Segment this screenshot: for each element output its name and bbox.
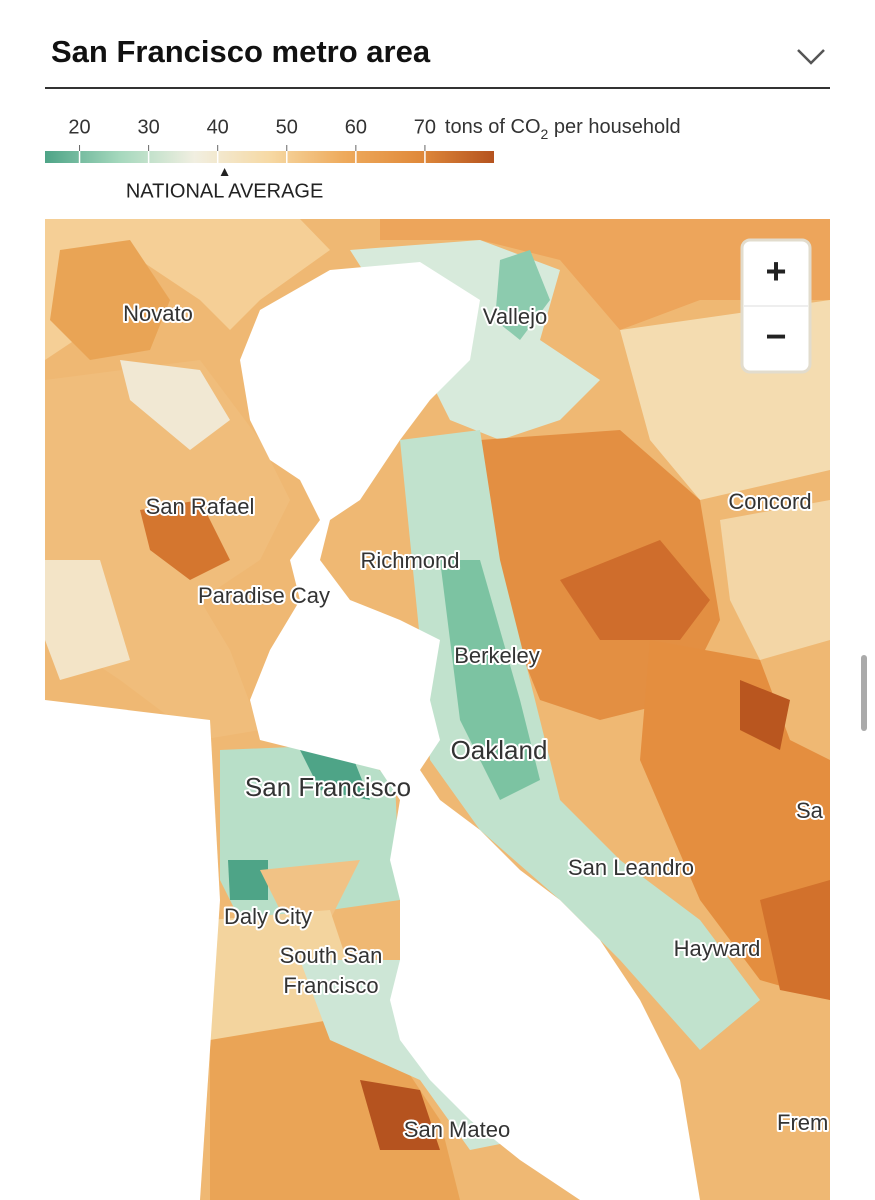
- unit-subscript: 2: [541, 126, 549, 142]
- legend-tick-label: 50: [276, 116, 298, 138]
- place-label: Berkeley: [454, 643, 540, 668]
- map: Novato Vallejo San Rafael Concord Richmo…: [45, 219, 830, 1200]
- zoom-in[interactable]: +: [765, 251, 786, 292]
- region: [400, 430, 760, 1050]
- region: [45, 560, 130, 680]
- ocean: [45, 700, 220, 1200]
- legend: 20 30 40 50 60 70 tons of CO2 per household NAT…: [45, 116, 681, 202]
- national-average-label: NATIONAL AVERAGE: [126, 180, 323, 202]
- legend-tick-label: 40: [207, 116, 229, 138]
- region: [50, 240, 170, 360]
- legend-tick-label: 20: [68, 116, 90, 138]
- legend-tick-label: 60: [345, 116, 367, 138]
- region: [560, 540, 710, 640]
- place-label: San Mateo: [404, 1117, 510, 1142]
- region: [260, 860, 360, 920]
- region: [760, 880, 830, 1000]
- national-average-marker: [220, 168, 229, 176]
- region: [495, 250, 550, 340]
- region: [380, 219, 830, 330]
- place-label: Richmond: [360, 548, 459, 573]
- region: [120, 360, 230, 450]
- zoom-out[interactable]: −: [765, 316, 786, 357]
- legend-scale: [45, 151, 494, 163]
- zoom-control: + −: [740, 238, 812, 374]
- place-label: South San: [280, 943, 383, 968]
- place-label: Francisco: [283, 973, 378, 998]
- place-label: Hayward: [674, 936, 761, 961]
- place-label: Concord: [728, 489, 811, 514]
- place-label: Sa: [796, 798, 824, 823]
- place-label: Frem: [777, 1110, 828, 1135]
- unit-text: tons of CO: [445, 116, 541, 138]
- bay: [240, 262, 700, 1200]
- unit-text: per household: [548, 116, 680, 138]
- region: [140, 500, 230, 580]
- region: [720, 500, 830, 660]
- legend-unit: tons of CO2 per household: [445, 116, 681, 141]
- region: [360, 1080, 440, 1150]
- place-label: San Rafael: [146, 494, 255, 519]
- place-label: San Francisco: [245, 772, 411, 802]
- region: [228, 860, 268, 900]
- region: [440, 560, 540, 800]
- legend-tick-label: 30: [137, 116, 159, 138]
- place-label: Paradise Cay: [198, 583, 330, 608]
- place-label: Novato: [123, 301, 193, 326]
- place-label: Oakland: [451, 735, 548, 765]
- scrollbar[interactable]: [861, 655, 867, 731]
- dropdown-chevron[interactable]: [797, 49, 825, 65]
- place-label: Vallejo: [483, 304, 547, 329]
- place-label: Daly City: [224, 904, 312, 929]
- region: [740, 680, 790, 750]
- title: San Francisco metro area: [51, 34, 431, 69]
- legend-tick-label: 70: [414, 116, 436, 138]
- place-label: San Leandro: [568, 855, 694, 880]
